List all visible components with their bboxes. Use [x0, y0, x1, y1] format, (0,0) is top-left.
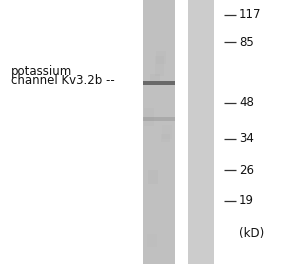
Bar — [161, 134, 170, 142]
Text: 26: 26 — [239, 164, 254, 177]
Bar — [155, 56, 164, 77]
Bar — [144, 108, 154, 126]
Text: 85: 85 — [239, 36, 254, 49]
Text: 117: 117 — [239, 8, 262, 21]
Bar — [150, 74, 160, 81]
Bar — [162, 125, 172, 139]
Bar — [143, 81, 175, 85]
Text: 48: 48 — [239, 96, 254, 110]
Text: channel Kv3.2b --: channel Kv3.2b -- — [11, 74, 115, 87]
Bar — [188, 0, 214, 264]
Text: potassium: potassium — [11, 65, 72, 78]
Text: 34: 34 — [239, 132, 254, 145]
Bar — [148, 170, 158, 183]
Bar — [147, 234, 157, 247]
Bar — [143, 117, 175, 121]
Bar — [156, 51, 166, 64]
Text: 19: 19 — [239, 194, 254, 207]
Bar — [143, 0, 175, 264]
Text: (kD): (kD) — [239, 227, 264, 240]
